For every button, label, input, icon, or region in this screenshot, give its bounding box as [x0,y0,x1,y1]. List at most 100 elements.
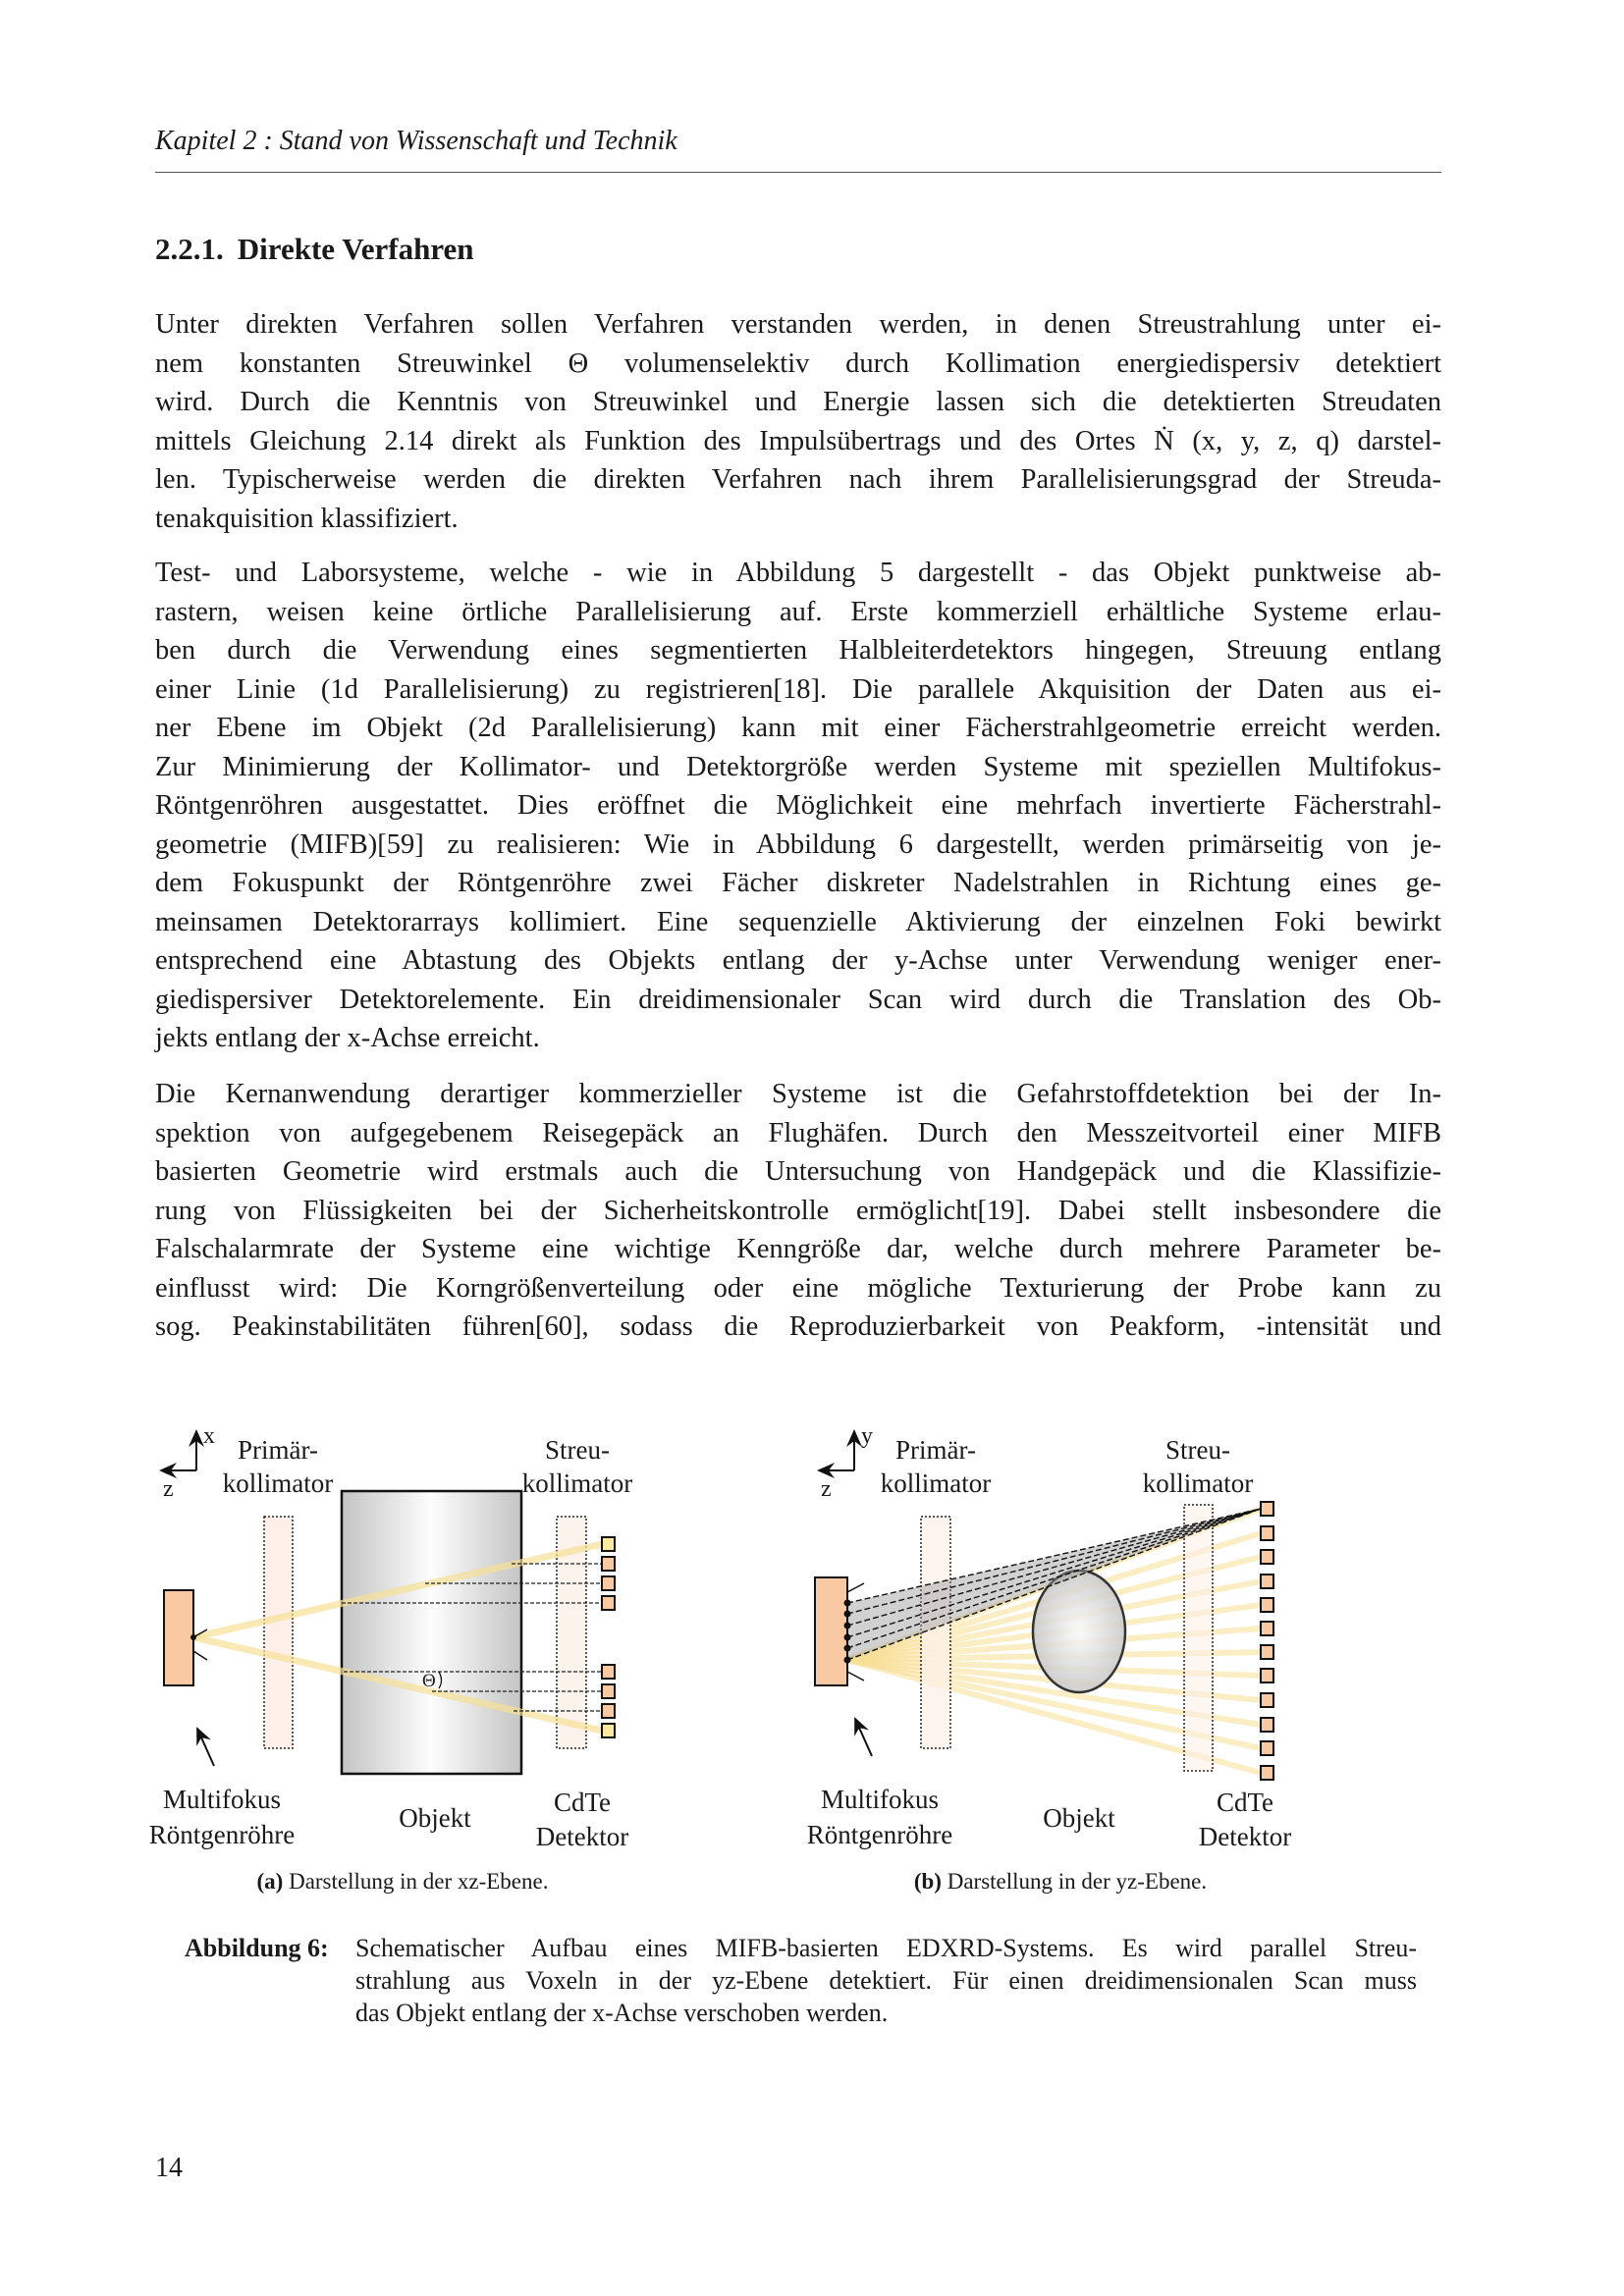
header-rule [155,172,1441,173]
detector-element [1260,1525,1274,1541]
axis-label-z: z [821,1476,832,1502]
text-line: spektion von aufgegebenem Reisegepäck an… [155,1117,1441,1148]
detector-element [1260,1549,1274,1565]
primary-beam [192,1540,603,1641]
focal-spot [843,1633,851,1641]
label-scatter-collimator-1: Streu- [1165,1435,1230,1465]
label-scatter-collimator-2: kollimator [1143,1468,1253,1498]
source-pointer-arrow [854,1717,873,1757]
label-detector-2: Detektor [1199,1822,1291,1851]
text-line: basierten Geometrie wird erstmals auch d… [155,1156,1441,1187]
section-number: 2.2.1. [155,232,224,266]
text-line: Röntgenröhren ausgestattet. Dies eröffne… [155,790,1441,821]
text-line: tenakquisition klassifiziert. [155,503,459,534]
label-source-2: Röntgenröhre [807,1820,952,1849]
detector-element [1260,1501,1274,1517]
figure-6: Θ x z Primär- kollimator Streu- kollimat… [149,1423,1291,1894]
text-line: Falschalarmrate der Systeme eine wichtig… [155,1234,1441,1264]
scatter-ray [846,1508,1262,1627]
text-line: Test- und Laborsysteme, welche - wie in … [155,558,1441,588]
page-number: 14 [155,2153,183,2183]
primary-collimator [920,1516,951,1749]
object-block [340,1489,523,1776]
primary-beam [192,1633,603,1735]
label-source-1: Multifokus [163,1785,281,1814]
axis-label-y: y [861,1423,873,1449]
scatter-ray [846,1508,1262,1638]
scatter-collimator [1183,1504,1214,1772]
focal-spot [843,1622,851,1629]
detector-element [1260,1644,1274,1660]
panel-a-xz-plane: Θ x z Primär- kollimator Streu- kollimat… [149,1423,632,1894]
detector-element [1260,1692,1274,1708]
detector-element [601,1703,616,1719]
detector-element [601,1595,616,1611]
text-line: einer Linie (1d Parallelisierung) zu reg… [155,673,1441,705]
text-line: rung von Flüssigkeiten bei der Sicherhei… [155,1195,1441,1226]
label-scatter-collimator-2: kollimator [522,1468,632,1498]
label-detector-1: CdTe [1217,1788,1273,1817]
text-line: ben durch die Verwendung eines segmentie… [155,635,1441,666]
section-heading: 2.2.1. Direkte Verfahren [155,232,474,267]
axis-label-x: x [203,1423,215,1449]
primary-collimator [263,1516,294,1749]
paragraph-2: Test- und Laborsysteme, welche - wie in … [155,554,1441,1058]
text-line: ner Ebene im Objekt (2d Parallelisierung… [155,713,1441,743]
focal-spot [843,1644,851,1652]
detector-element [1260,1717,1274,1733]
xray-tube [163,1589,194,1686]
text-line: Die Kernanwendung derartiger kommerziell… [155,1079,1441,1109]
text-line: Schematischer Aufbau eines MIFB-basierte… [355,1934,1417,1962]
xray-tube [814,1576,848,1686]
detector-element [1260,1740,1274,1756]
text-line: dem Fokuspunkt der Röntgenröhre zwei Fäc… [155,868,1441,898]
detector-element [601,1536,616,1552]
label-primary-collimator-2: kollimator [223,1468,333,1498]
label-source-2: Röntgenröhre [149,1820,295,1849]
paragraph-3: Die Kernanwendung derartiger kommerziell… [155,1075,1441,1347]
label-object: Objekt [399,1803,471,1833]
focal-spot [843,1599,851,1607]
text-line: Unter direkten Verfahren sollen Verfahre… [155,309,1441,340]
text-line: Zur Minimierung der Kollimator- und Dete… [155,751,1441,782]
label-detector-2: Detektor [536,1822,628,1851]
focal-spot [843,1656,851,1664]
scatter-ray [846,1508,1262,1615]
detector-element [1260,1668,1274,1683]
text-line: rastern, weisen keine örtliche Paralleli… [155,596,1441,627]
text-line: das Objekt entlang der x-Achse verschobe… [355,1999,889,2027]
label-detector-1: CdTe [554,1788,611,1817]
text-line: nem konstanten Streuwinkel Θ volumensele… [155,347,1441,379]
label-object: Objekt [1043,1803,1115,1833]
label-source-1: Multifokus [821,1785,939,1814]
focal-spot [843,1610,851,1618]
subcaption-b: (b) Darstellung in der yz-Ebene. [914,1869,1207,1894]
caption-label: Abbildung 6: [185,1934,329,1962]
text-line: giedispersiver Detektorelemente. Ein dre… [155,984,1441,1015]
detector-element [1260,1765,1274,1781]
object-circle [1031,1569,1127,1694]
text-line: entsprechend eine Abtastung des Objekts … [155,945,1441,976]
text-line: sog. Peakinstabilitäten führen[60], soda… [155,1311,1441,1342]
label-primary-collimator-2: kollimator [881,1468,991,1498]
scatter-ray [846,1508,1262,1661]
detector-element [601,1556,616,1572]
text-line: jekts entlang der x-Achse erreicht. [155,1023,540,1053]
text-line: len. Typischerweise werden die direkten … [155,464,1441,495]
label-scatter-collimator-1: Streu- [545,1435,610,1465]
panel-b-yz-plane: y z Primär- kollimator Streu- kollimator… [807,1423,1291,1894]
label-primary-collimator-1: Primär- [238,1435,318,1465]
label-primary-collimator-1: Primär- [895,1435,976,1465]
detector-element [1260,1574,1274,1589]
running-header: Kapitel 2 : Stand von Wissenschaft und T… [155,126,677,156]
source-pointer-arrow [196,1727,215,1767]
detector-element [601,1683,616,1699]
detector-element [601,1664,616,1680]
axis-label-z: z [163,1476,174,1502]
detector-element [1260,1597,1274,1613]
caption-text: Schematischer Aufbau eines MIFB-basierte… [355,1932,1417,2029]
text-line: einflusst wird: Die Korngrößenverteilung… [155,1272,1441,1304]
detector-element [601,1575,616,1591]
subcaption-a: (a) Darstellung in der xz-Ebene. [257,1869,549,1894]
section-title: Direkte Verfahren [237,232,474,266]
